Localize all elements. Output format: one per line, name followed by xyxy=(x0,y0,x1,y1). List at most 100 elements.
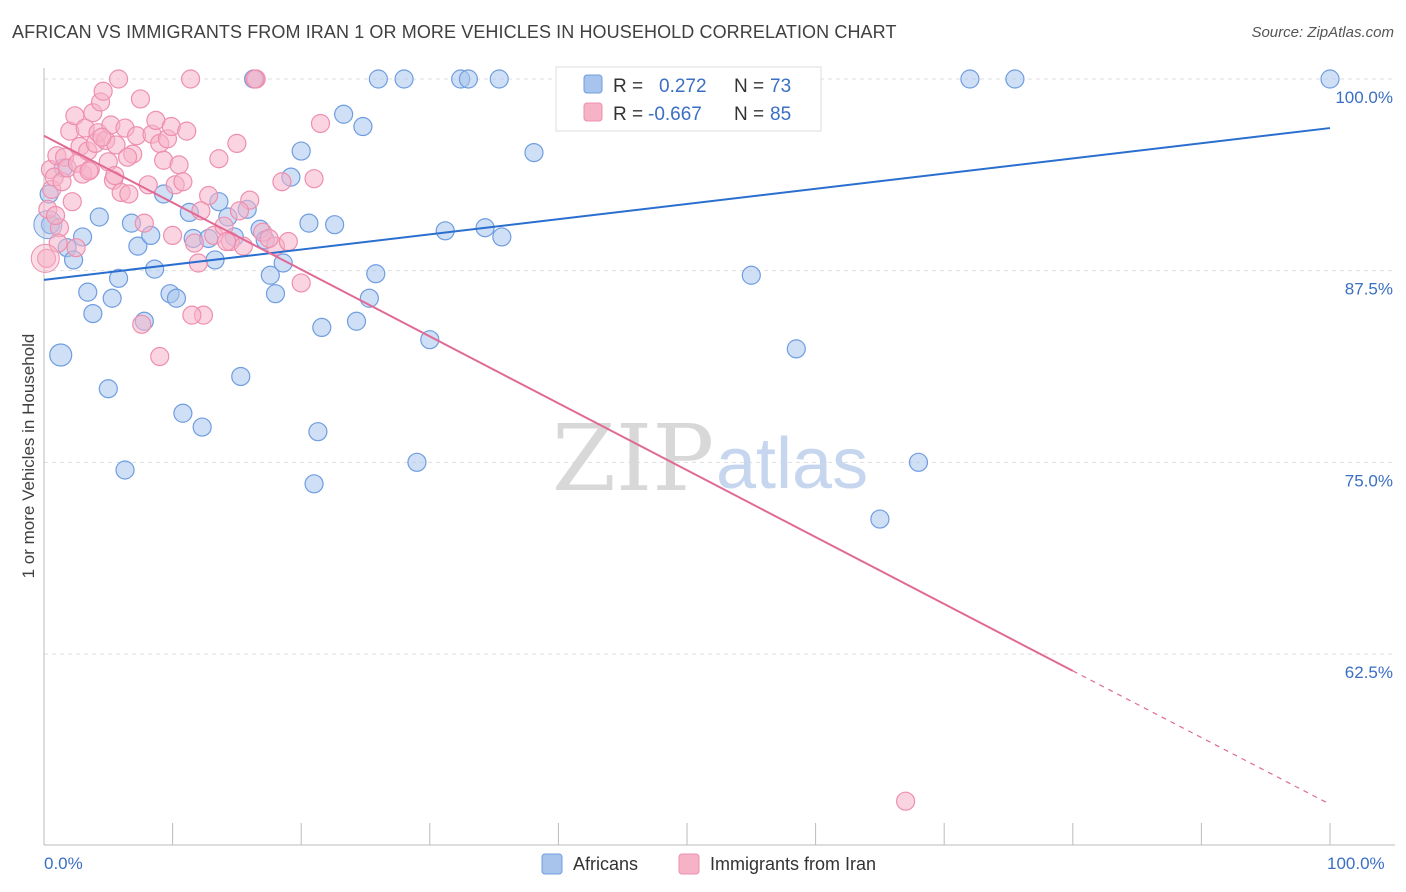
iran-point xyxy=(79,161,99,181)
africans-point xyxy=(741,265,761,285)
iran-point xyxy=(278,231,298,252)
africans-point xyxy=(49,343,73,367)
africans-point xyxy=(489,69,509,89)
legend-swatch-africans xyxy=(583,74,603,94)
y-tick-labels: 62.5% 75.0% 87.5% 100.0% xyxy=(1335,88,1393,682)
iran-point xyxy=(184,233,205,253)
iran-point xyxy=(259,228,279,249)
bottom-legend-swatch-africans xyxy=(541,853,563,875)
iran-point xyxy=(245,69,265,89)
africans-point xyxy=(407,452,427,472)
iran-point xyxy=(108,69,129,89)
africans-point xyxy=(366,264,386,284)
y-axis-label: 1 or more Vehicles in Household xyxy=(19,334,38,579)
africans-point xyxy=(870,509,890,529)
bottom-legend: Africans Immigrants from Iran xyxy=(541,853,876,875)
africans-point xyxy=(492,227,512,247)
africans-point xyxy=(1320,69,1340,89)
bottom-legend-iran: Immigrants from Iran xyxy=(710,854,876,874)
iran-point xyxy=(217,231,237,252)
iran-point xyxy=(229,201,250,221)
iran-point xyxy=(181,69,201,89)
africans-point xyxy=(1005,69,1025,89)
y-tick-label-1: 75.0% xyxy=(1345,471,1393,490)
legend-n-label-africans: N = xyxy=(734,76,764,97)
iran-point xyxy=(182,305,202,325)
iran-point xyxy=(134,213,154,233)
iran-point xyxy=(62,192,82,212)
iran-point xyxy=(138,175,158,195)
iran-point xyxy=(45,205,66,226)
iran-point xyxy=(291,273,311,293)
iran-point xyxy=(119,184,139,204)
legend-r-africans: 0.272 xyxy=(659,76,707,97)
iran-point xyxy=(132,314,152,334)
iran-point xyxy=(36,248,57,268)
africans-point xyxy=(78,282,98,302)
africans-point xyxy=(166,288,187,308)
trend-line-africans xyxy=(43,127,1331,281)
africans-point xyxy=(102,288,122,308)
africans-point xyxy=(524,143,544,163)
africans-point xyxy=(786,339,806,359)
iran-point-large xyxy=(30,243,60,273)
africans-point xyxy=(144,259,165,279)
africans-point xyxy=(346,311,367,331)
iran-point xyxy=(169,155,189,175)
iran-point xyxy=(310,113,331,134)
legend-n-label-iran: N = xyxy=(734,104,764,125)
iran-point xyxy=(177,121,197,141)
legend-n-africans: 73 xyxy=(770,76,791,97)
africans-point xyxy=(108,268,129,288)
iran-point xyxy=(896,791,916,811)
africans-point xyxy=(458,69,478,89)
africans-point xyxy=(89,207,109,227)
iran-point xyxy=(150,346,170,367)
africans-point xyxy=(394,69,414,89)
legend: R = 0.272 N = 73 R = -0.667 N = 85 xyxy=(555,66,822,132)
africans-point xyxy=(115,460,135,480)
africans-point xyxy=(265,284,286,304)
africans-point xyxy=(192,417,212,437)
africans-point xyxy=(83,304,103,324)
africans-point xyxy=(291,141,311,161)
iran-point xyxy=(163,225,183,245)
africans-point xyxy=(368,69,388,89)
iran-point xyxy=(93,81,113,101)
watermark-zip: ZIP xyxy=(552,405,714,512)
iran-point xyxy=(227,133,247,153)
africans-point xyxy=(308,422,328,442)
africans-point xyxy=(960,69,980,89)
africans-point xyxy=(260,265,280,285)
series-iran-points xyxy=(30,69,916,811)
legend-r-label-iran: R = xyxy=(613,104,643,125)
x-tick-label-min: 0.0% xyxy=(44,854,83,873)
iran-point xyxy=(209,149,229,169)
watermark-atlas: atlas xyxy=(716,424,868,504)
africans-point xyxy=(325,215,345,235)
trend-line-iran xyxy=(43,134,1074,672)
legend-r-label-africans: R = xyxy=(613,76,643,97)
y-tick-label-3: 100.0% xyxy=(1335,88,1393,107)
africans-point xyxy=(98,379,118,399)
iran-point xyxy=(272,172,292,192)
africans-point xyxy=(334,104,354,124)
africans-point xyxy=(353,116,373,137)
gridlines xyxy=(44,78,1395,655)
legend-r-iran: -0.667 xyxy=(648,104,702,125)
iran-point xyxy=(66,238,86,258)
iran-point xyxy=(130,89,151,109)
africans-point xyxy=(173,403,193,423)
africans-point xyxy=(231,366,251,387)
iran-point xyxy=(117,147,138,167)
watermark: ZIP atlas xyxy=(552,405,868,512)
bottom-legend-swatch-iran xyxy=(678,853,700,875)
iran-point xyxy=(92,127,112,147)
africans-point xyxy=(299,213,319,233)
legend-swatch-iran xyxy=(583,102,603,122)
africans-point xyxy=(312,317,332,337)
chart-title: AFRICAN VS IMMIGRANTS FROM IRAN 1 OR MOR… xyxy=(12,22,897,42)
source-label: Source: ZipAtlas.com xyxy=(1251,24,1394,41)
africans-point xyxy=(304,474,324,494)
